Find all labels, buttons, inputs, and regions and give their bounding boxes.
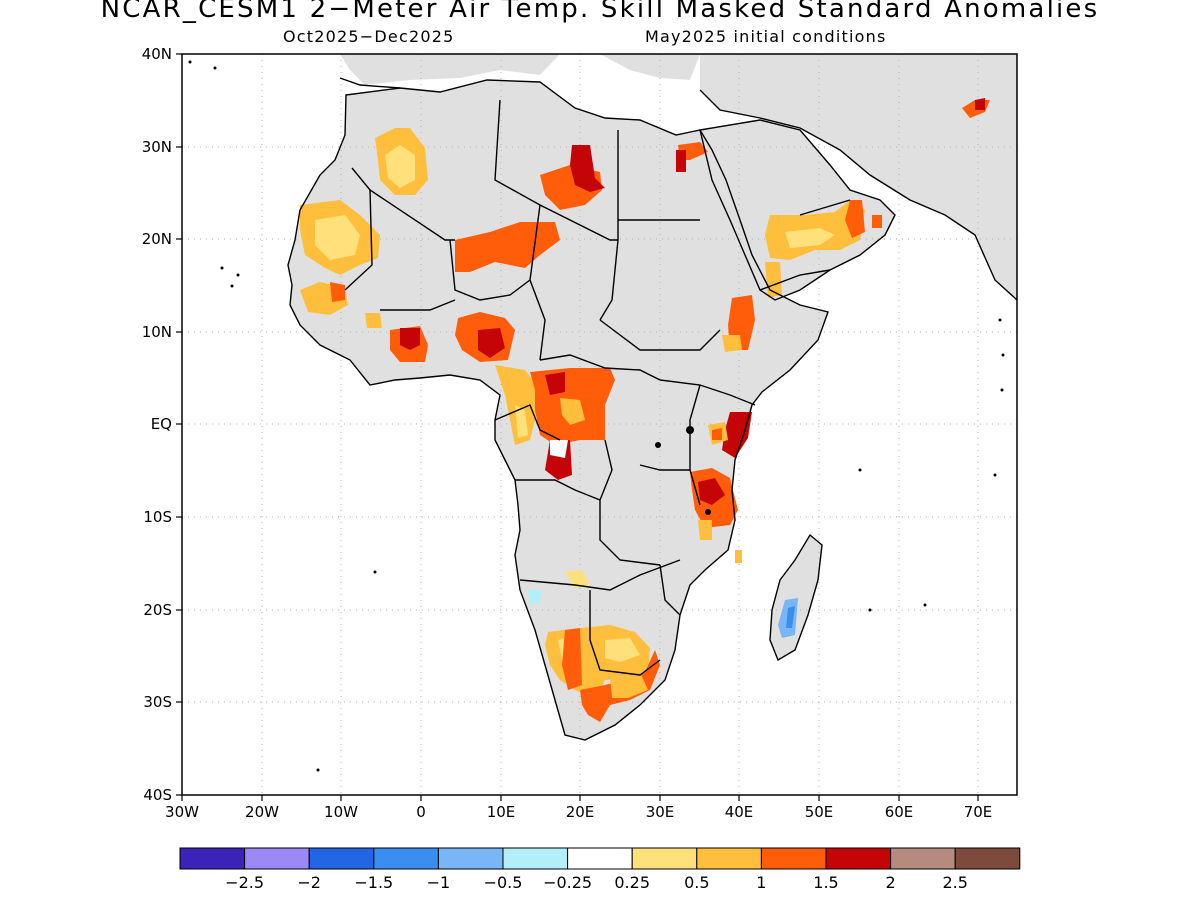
lat-label: 40N xyxy=(141,45,172,63)
colorbar-tick-label: 2 xyxy=(885,873,896,892)
colorbar-swatch xyxy=(502,847,569,870)
colorbar-tick-label: −1.5 xyxy=(354,873,394,892)
colorbar-tick-label: −2.5 xyxy=(225,873,265,892)
lat-label: 20S xyxy=(143,601,172,619)
colorbar-swatch xyxy=(760,847,827,870)
lat-label: EQ xyxy=(150,415,172,433)
colorbar-tick-label: 1.5 xyxy=(813,873,839,892)
colorbar-swatch xyxy=(567,847,633,870)
colorbar-swatch xyxy=(890,847,956,870)
colorbar-swatch xyxy=(373,847,439,870)
init-conditions-subtitle: May2025 initial conditions xyxy=(645,27,887,46)
country-borders xyxy=(287,77,1017,741)
colorbar-tick-label: −0.25 xyxy=(543,873,593,892)
lon-label: 50E xyxy=(804,803,834,821)
lon-label: 10W xyxy=(324,803,358,821)
colorbar xyxy=(179,847,1021,870)
colorbar-tick-label: −0.5 xyxy=(483,873,523,892)
colorbar-tick-label: −2 xyxy=(297,873,321,892)
lat-label: 10N xyxy=(141,323,172,341)
colorbar-swatch xyxy=(437,847,504,870)
colorbar-swatch xyxy=(954,847,1021,870)
lat-label: 20N xyxy=(141,230,172,248)
colorbar-tick-label: 0.5 xyxy=(684,873,710,892)
map-title: NCAR_CESM1 2−Meter Air Temp. Skill Maske… xyxy=(100,0,1100,24)
colorbar-tick-label: 1 xyxy=(756,873,767,892)
lat-label: 30N xyxy=(141,138,172,156)
lon-label: 10E xyxy=(486,803,516,821)
lat-label: 30S xyxy=(143,693,172,711)
colorbar-swatch xyxy=(825,847,892,870)
lat-label: 10S xyxy=(143,508,172,526)
anomaly-patch-cameroon xyxy=(495,365,540,445)
colorbar-swatch xyxy=(244,847,310,870)
lon-label: 70E xyxy=(963,803,993,821)
lon-label: 30W xyxy=(165,803,199,821)
islands xyxy=(188,60,1005,772)
lon-label: 20E xyxy=(565,803,595,821)
colorbar-tick-label: −1 xyxy=(426,873,451,892)
europe-landmass xyxy=(340,54,560,85)
lon-label: 0 xyxy=(416,803,426,821)
colorbar-tick-label: 2.5 xyxy=(942,873,968,892)
middle-east-landmass xyxy=(700,54,1017,300)
lon-label: 40E xyxy=(724,803,754,821)
lat-label: 40S xyxy=(143,786,172,804)
lon-label: 20W xyxy=(245,803,279,821)
colorbar-swatch xyxy=(631,847,698,870)
season-subtitle: Oct2025−Dec2025 xyxy=(283,27,455,46)
lon-label: 60E xyxy=(884,803,914,821)
axis-ticks xyxy=(176,53,979,801)
europe-landmass-east xyxy=(600,54,700,80)
colorbar-swatch xyxy=(696,847,762,870)
colorbar-swatch xyxy=(179,847,246,870)
arabian-peninsula xyxy=(700,120,895,300)
anomaly-patch-kenya xyxy=(722,412,752,458)
anomaly-patches xyxy=(300,98,990,722)
colorbar-tick-label: 0.25 xyxy=(614,873,650,892)
colorbar-swatch xyxy=(308,847,375,870)
lon-label: 30E xyxy=(645,803,675,821)
anomaly-patch-sahel xyxy=(455,222,560,272)
